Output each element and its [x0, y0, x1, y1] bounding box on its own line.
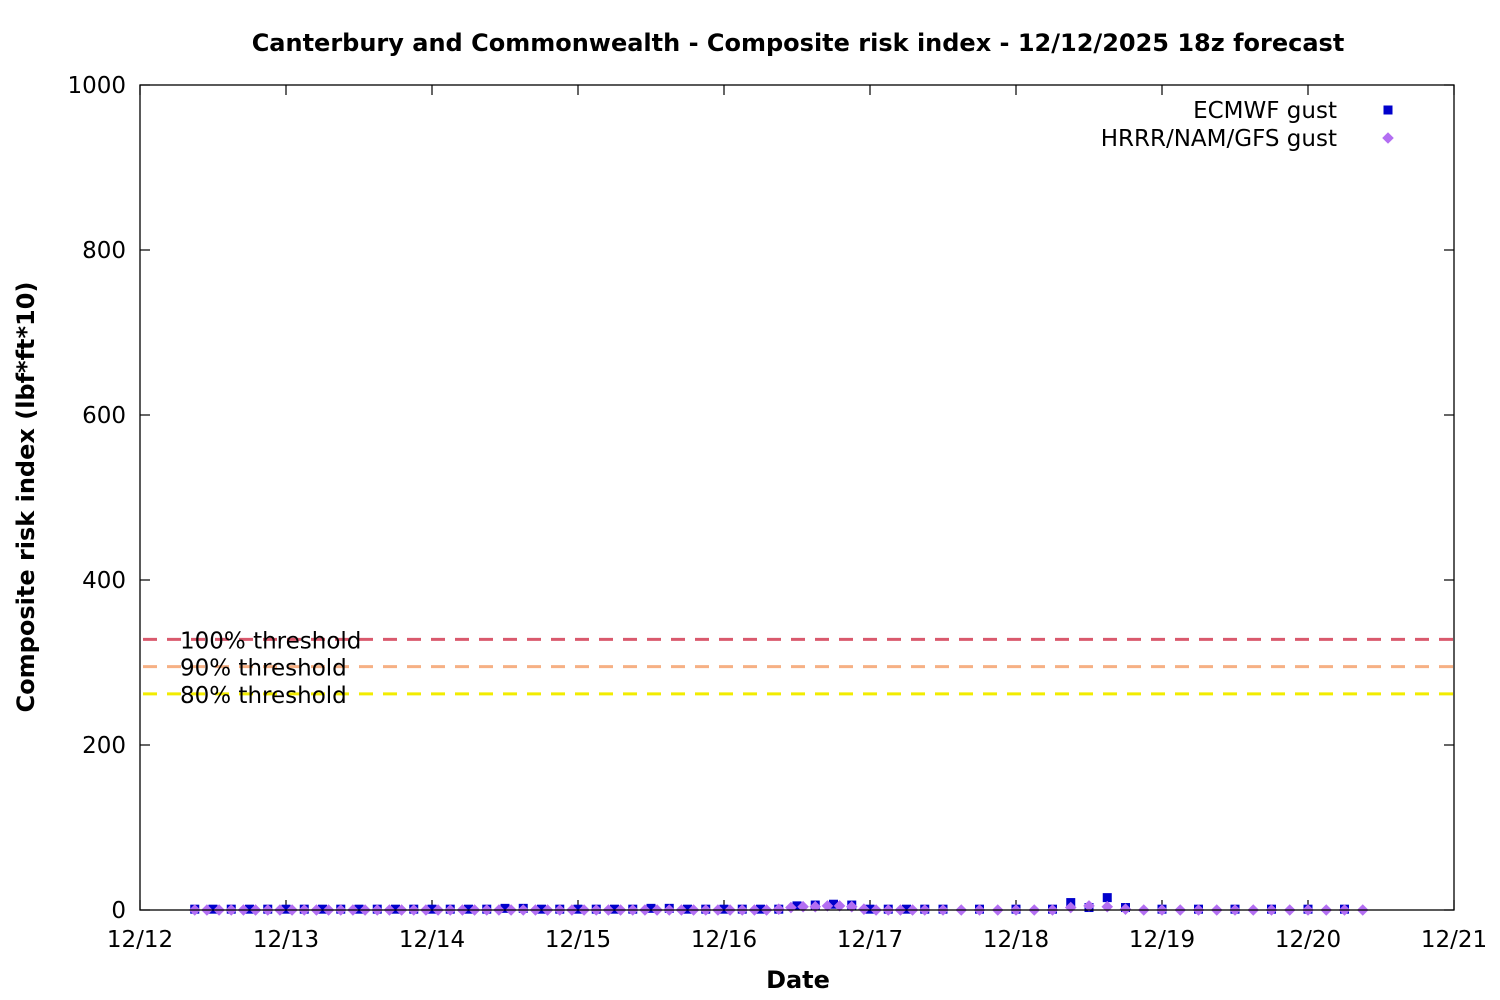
x-tick-label: 12/14	[399, 927, 465, 953]
hrrr-point	[772, 903, 785, 915]
x-tick-label: 12/12	[107, 927, 173, 953]
threshold-label: 100% threshold	[180, 628, 361, 654]
ecmwf-point	[792, 901, 802, 911]
x-tick-label: 12/15	[545, 927, 611, 953]
y-tick-label: 800	[82, 238, 126, 264]
ecmwf-point	[245, 904, 254, 914]
legend-label: ECMWF gust	[1193, 98, 1337, 124]
hrrr-point	[833, 900, 846, 912]
chart-title: Canterbury and Commonwealth - Composite …	[252, 29, 1345, 57]
ecmwf-point	[573, 904, 583, 914]
x-tick-label: 12/21	[1421, 927, 1487, 953]
ecmwf-point	[610, 904, 619, 914]
ecmwf-point	[281, 904, 291, 914]
tick-layer: 12/12 12/13 12/14 12/15 12/16 12/17 12/18 12/19…	[67, 73, 1487, 953]
legend-marker-square	[1383, 105, 1393, 115]
plot-frame	[139, 84, 1455, 911]
y-tick-label: 200	[82, 733, 126, 759]
hrrr-point	[1119, 903, 1132, 915]
ecmwf-point	[500, 903, 510, 913]
y-axis-label: Composite risk index (lbf*ft*10)	[12, 282, 40, 713]
x-tick-label: 12/19	[1129, 927, 1195, 953]
ecmwf-point	[318, 904, 327, 914]
ecmwf-point	[902, 904, 911, 914]
ecmwf-point	[1102, 893, 1112, 903]
x-tick-label: 12/17	[837, 927, 903, 953]
hrrr-point	[858, 903, 870, 915]
legend-label: HRRR/NAM/GFS gust	[1101, 126, 1337, 152]
x-tick-label: 12/13	[253, 927, 319, 953]
legend-marker-diamond	[1382, 132, 1394, 144]
ecmwf-point	[391, 904, 400, 914]
x-tick-label: 12/16	[691, 927, 757, 953]
ecmwf-point	[537, 904, 546, 914]
hrrr-point	[821, 900, 834, 912]
y-tick-label: 0	[111, 898, 126, 924]
x-tick-label: 12/20	[1275, 927, 1341, 953]
ecmwf-point	[829, 899, 838, 909]
y-tick-label: 1000	[67, 73, 126, 99]
x-axis-label: Date	[766, 966, 830, 994]
ecmwf-point	[427, 904, 437, 914]
y-tick-label: 600	[82, 403, 126, 429]
ecmwf-point	[683, 904, 692, 914]
ecmwf-point	[646, 903, 656, 913]
threshold-label: 90% threshold	[180, 656, 347, 682]
x-tick-label: 12/18	[983, 927, 1049, 953]
ecmwf-point	[208, 904, 218, 914]
ecmwf-point	[464, 904, 473, 914]
threshold-label: 80% threshold	[180, 683, 347, 709]
hrrr-point	[1083, 900, 1095, 912]
ecmwf-point	[865, 904, 875, 914]
ecmwf-point	[354, 904, 364, 914]
y-tick-label: 400	[82, 568, 126, 594]
ecmwf-point	[756, 904, 765, 914]
ecmwf-point	[719, 904, 729, 914]
